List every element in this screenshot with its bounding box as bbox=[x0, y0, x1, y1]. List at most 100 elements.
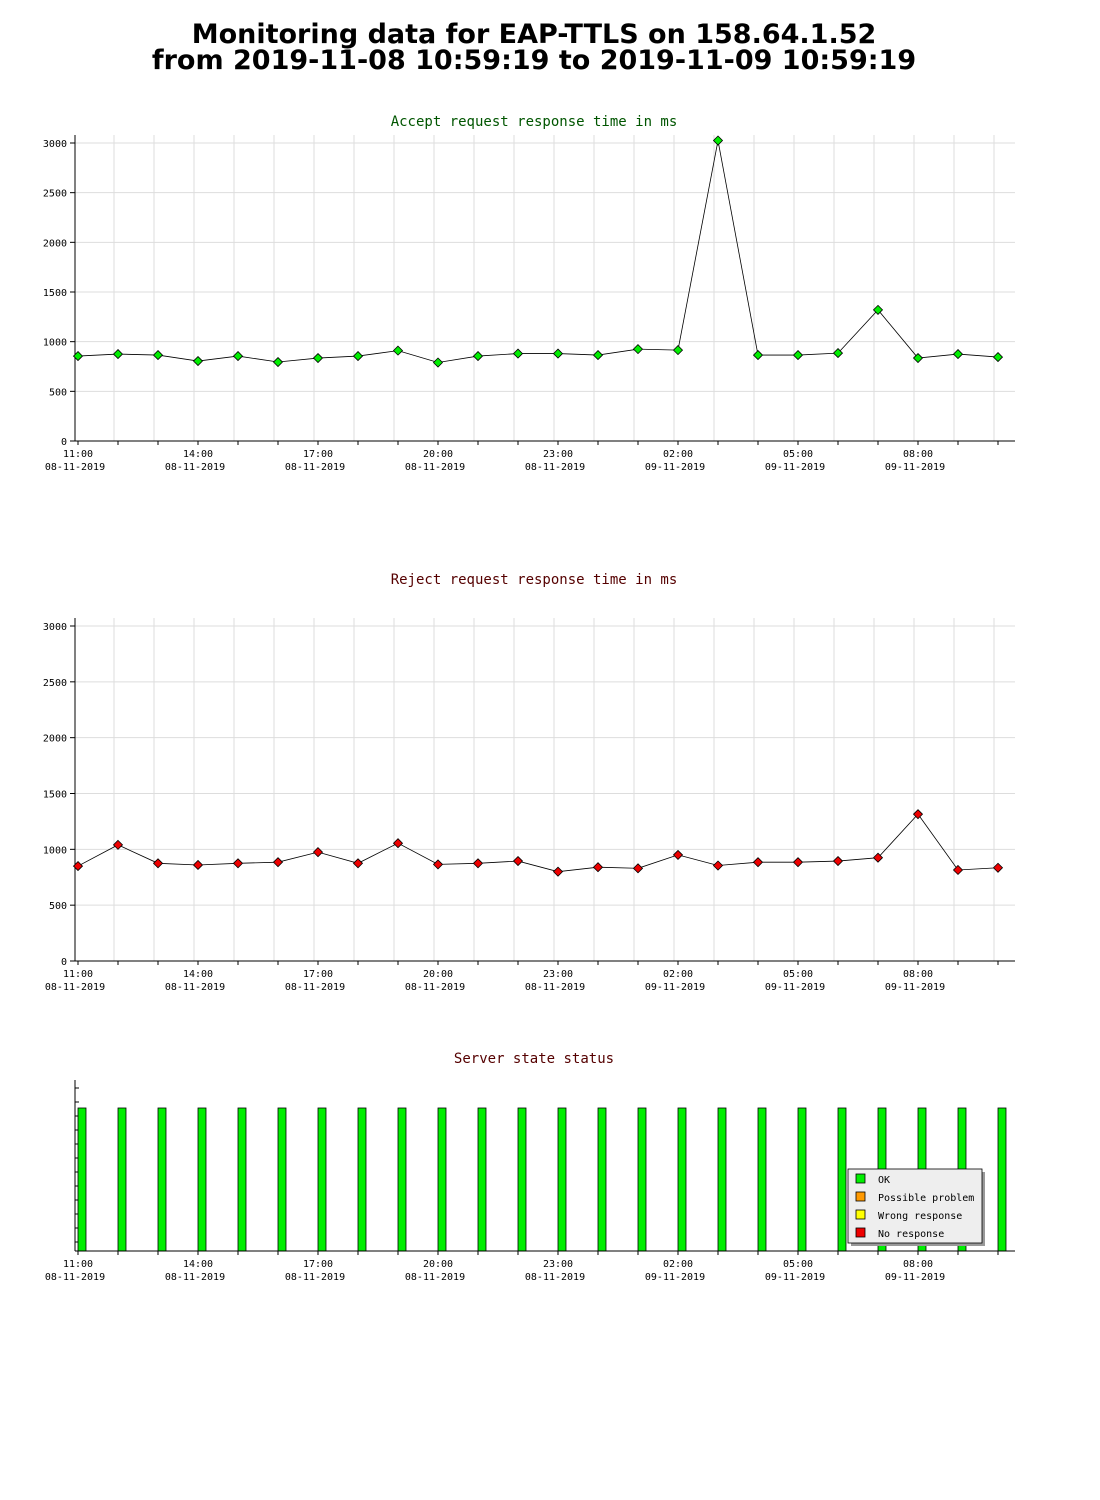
reject-data-point bbox=[112, 839, 124, 850]
status-bar bbox=[197, 1107, 207, 1252]
accept-x-tick-date: 08-11-2019 bbox=[405, 462, 465, 473]
reject-data-point bbox=[952, 864, 964, 876]
reject-x-tick-time: 14:00 bbox=[183, 969, 213, 980]
accept-x-tick-time: 11:00 bbox=[63, 449, 93, 460]
accept-data-point bbox=[912, 352, 924, 364]
accept-x-tick-date: 08-11-2019 bbox=[525, 462, 585, 473]
reject-y-tick-label: 2000 bbox=[43, 734, 67, 745]
accept-y-tick-label: 2500 bbox=[43, 189, 67, 200]
status-x-tick-date: 08-11-2019 bbox=[165, 1272, 225, 1283]
accept-x-tick-date: 08-11-2019 bbox=[45, 462, 105, 473]
accept-x-tick-time: 02:00 bbox=[663, 449, 693, 460]
status-bar bbox=[837, 1107, 847, 1252]
accept-data-point bbox=[872, 304, 884, 315]
reject-data-point bbox=[712, 860, 724, 871]
page-title: Monitoring data for EAP-TTLS on 158.64.1… bbox=[0, 19, 1068, 76]
status-x-tick-date: 09-11-2019 bbox=[885, 1272, 945, 1283]
reject-x-tick-time: 05:00 bbox=[783, 969, 813, 980]
accept-data-point bbox=[592, 350, 604, 361]
accept-data-point bbox=[672, 345, 684, 356]
status-bar bbox=[157, 1107, 167, 1252]
reject-data-point bbox=[832, 855, 844, 867]
status-bar bbox=[677, 1107, 687, 1252]
status-chart: 11:00 08-11-2019 14:00 08-11-2019 17:00 08-11… bbox=[45, 1080, 1015, 1283]
reject-x-tick-date: 08-11-2019 bbox=[405, 982, 465, 993]
reject-data-point bbox=[352, 858, 364, 869]
status-bar bbox=[997, 1107, 1007, 1252]
accept-x-tick-time: 08:00 bbox=[903, 449, 933, 460]
page-title-line-2: from 2019-11-08 10:59:19 to 2019-11-09 1… bbox=[151, 45, 917, 76]
reject-chart-title: Reject request response time in ms bbox=[391, 572, 678, 588]
accept-x-tick-date: 08-11-2019 bbox=[285, 462, 345, 473]
accept-y-tick-label: 2000 bbox=[43, 238, 67, 249]
reject-data-point bbox=[152, 858, 164, 869]
status-x-tick-time: 02:00 bbox=[663, 1259, 693, 1270]
legend-swatch bbox=[855, 1227, 866, 1238]
reject-x-tick-date: 08-11-2019 bbox=[285, 982, 345, 993]
reject-series-line bbox=[77, 813, 999, 873]
status-bar bbox=[357, 1107, 367, 1252]
status-bar bbox=[797, 1107, 807, 1252]
reject-x-tick-time: 02:00 bbox=[663, 969, 693, 980]
reject-data-point bbox=[992, 862, 1004, 873]
accept-x-tick-date: 09-11-2019 bbox=[765, 462, 825, 473]
status-x-tick-time: 23:00 bbox=[543, 1259, 573, 1270]
legend-label: Possible problem bbox=[878, 1193, 974, 1204]
accept-chart-title: Accept request response time in ms bbox=[391, 114, 678, 130]
page-title-line-1: Monitoring data for EAP-TTLS on 158.64.1… bbox=[191, 19, 877, 50]
accept-data-point bbox=[712, 135, 724, 146]
status-bar bbox=[317, 1107, 327, 1252]
accept-data-point bbox=[232, 351, 244, 362]
status-bar bbox=[557, 1107, 567, 1252]
accept-y-tick-label: 500 bbox=[49, 387, 67, 398]
accept-data-point bbox=[312, 352, 324, 364]
reject-data-point bbox=[592, 862, 604, 873]
reject-data-point bbox=[312, 847, 324, 858]
status-x-tick-date: 09-11-2019 bbox=[765, 1272, 825, 1283]
reject-data-point bbox=[792, 857, 804, 868]
reject-data-point bbox=[392, 838, 404, 849]
accept-data-point bbox=[552, 348, 564, 359]
accept-x-tick-date: 09-11-2019 bbox=[645, 462, 705, 473]
accept-data-point bbox=[272, 356, 284, 368]
accept-data-point bbox=[112, 349, 124, 360]
accept-data-point bbox=[472, 351, 484, 362]
reject-x-tick-time: 20:00 bbox=[423, 969, 453, 980]
reject-data-point bbox=[912, 809, 924, 820]
status-bar bbox=[717, 1107, 727, 1252]
reject-y-tick-label: 1500 bbox=[43, 790, 67, 801]
reject-data-point bbox=[632, 863, 644, 874]
reject-data-point bbox=[272, 857, 284, 868]
accept-data-point bbox=[792, 350, 804, 361]
status-bar bbox=[517, 1107, 527, 1252]
accept-data-point bbox=[952, 349, 964, 360]
status-x-tick-date: 08-11-2019 bbox=[405, 1272, 465, 1283]
status-bar bbox=[277, 1107, 287, 1252]
accept-x-tick-time: 20:00 bbox=[423, 449, 453, 460]
reject-data-point bbox=[72, 861, 84, 872]
accept-y-tick-label: 1500 bbox=[43, 288, 67, 299]
reject-x-tick-date: 08-11-2019 bbox=[45, 982, 105, 993]
reject-chart: 0 500 1000 1500 2000 2500 3000 11:00 08-11-2019 1… bbox=[43, 618, 1015, 993]
accept-data-point bbox=[432, 357, 444, 368]
accept-x-tick-time: 23:00 bbox=[543, 449, 573, 460]
accept-data-point bbox=[152, 350, 164, 361]
accept-data-point bbox=[632, 344, 644, 355]
status-bar bbox=[757, 1107, 767, 1252]
accept-x-tick-date: 08-11-2019 bbox=[165, 462, 225, 473]
reject-data-point bbox=[752, 857, 764, 868]
status-x-tick-time: 20:00 bbox=[423, 1259, 453, 1270]
accept-data-point bbox=[512, 348, 524, 359]
status-x-tick-time: 11:00 bbox=[63, 1259, 93, 1270]
status-chart-title: Server state status bbox=[454, 1051, 614, 1067]
accept-y-tick-label: 1000 bbox=[43, 338, 67, 349]
accept-x-tick-time: 05:00 bbox=[783, 449, 813, 460]
reject-y-tick-label: 3000 bbox=[43, 622, 67, 633]
reject-data-point bbox=[232, 858, 244, 869]
accept-data-point bbox=[392, 345, 404, 356]
reject-data-point bbox=[192, 859, 204, 871]
reject-data-point bbox=[872, 852, 884, 863]
accept-y-tick-label: 3000 bbox=[43, 139, 67, 150]
reject-x-tick-date: 09-11-2019 bbox=[885, 982, 945, 993]
legend-swatch bbox=[855, 1173, 866, 1184]
